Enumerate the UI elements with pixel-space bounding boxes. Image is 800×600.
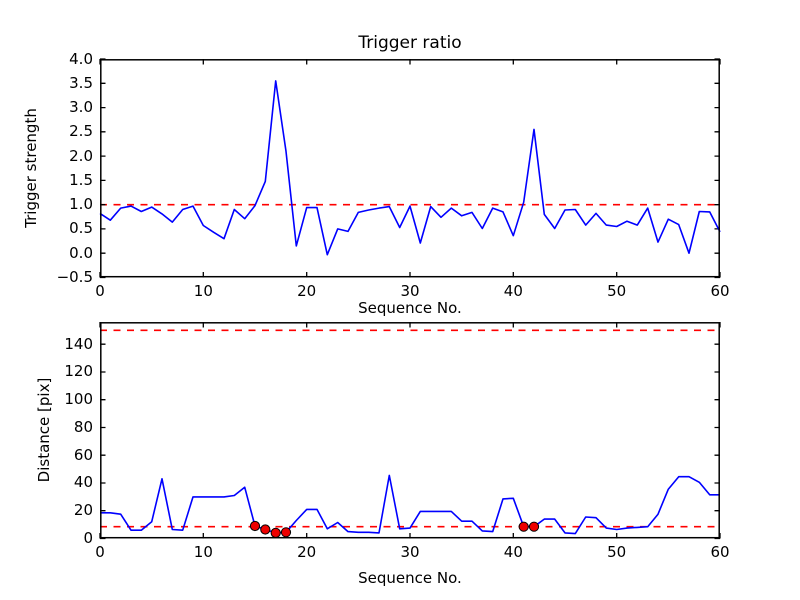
y-tick-label: 3.5 — [69, 73, 93, 92]
trigger-marker — [518, 521, 529, 532]
y-tick-label: 100 — [64, 390, 93, 409]
y-tick-label: 1.5 — [69, 170, 93, 189]
y-tick-label: 2.5 — [69, 122, 93, 141]
top-x-axis-label: Sequence No. — [358, 299, 462, 317]
y-tick-label: 3.0 — [69, 98, 93, 117]
trigger-ratio-plot — [99, 58, 721, 279]
x-tick-label: 10 — [193, 281, 213, 300]
y-tick-label: 60 — [73, 445, 93, 464]
plot-area — [99, 322, 721, 540]
y-tick-label: 0.5 — [69, 219, 93, 238]
y-tick-label: 20 — [73, 501, 93, 520]
x-tick-label: 40 — [503, 542, 523, 561]
y-tick-label: 0 — [83, 529, 93, 547]
data-line — [99, 80, 721, 256]
y-tick-label: 0.0 — [69, 243, 93, 262]
y-tick-label: 1.0 — [69, 195, 93, 214]
x-tick-label: 20 — [297, 542, 317, 561]
x-tick-label: 60 — [710, 542, 730, 561]
plot-title: Trigger ratio — [358, 33, 462, 53]
y-tick-label: 140 — [64, 334, 93, 353]
x-tick-label: 60 — [710, 281, 730, 300]
x-tick-label: 20 — [297, 281, 317, 300]
y-tick-label: 120 — [64, 362, 93, 381]
y-tick-label: −0.5 — [56, 268, 93, 286]
data-line — [100, 474, 720, 535]
y-tick-label: 40 — [73, 473, 93, 492]
x-tick-label: 50 — [607, 281, 627, 300]
axes-frame — [100, 59, 720, 278]
x-tick-label: 0 — [95, 542, 105, 561]
y-tick-label: 4.0 — [69, 49, 93, 68]
distance-plot — [99, 322, 721, 540]
plot-area — [99, 58, 721, 279]
x-tick-label: 30 — [400, 542, 420, 561]
x-tick-label: 30 — [400, 281, 420, 300]
bottom-x-axis-label: Sequence No. — [358, 569, 462, 587]
trigger-marker — [280, 527, 292, 538]
trigger-marker — [528, 521, 540, 532]
tick-marks — [99, 322, 721, 540]
y-tick-label: 80 — [73, 417, 93, 436]
x-tick-label: 10 — [193, 542, 213, 561]
y-tick-label: 2.0 — [69, 146, 93, 165]
tick-marks — [99, 58, 721, 279]
x-tick-label: 50 — [607, 542, 627, 561]
trigger-marker — [270, 527, 281, 538]
x-tick-label: 40 — [503, 281, 523, 300]
x-tick-label: 0 — [95, 281, 105, 300]
axes-frame — [100, 322, 720, 539]
trigger-marker — [260, 524, 271, 535]
trigger-marker — [249, 520, 261, 532]
